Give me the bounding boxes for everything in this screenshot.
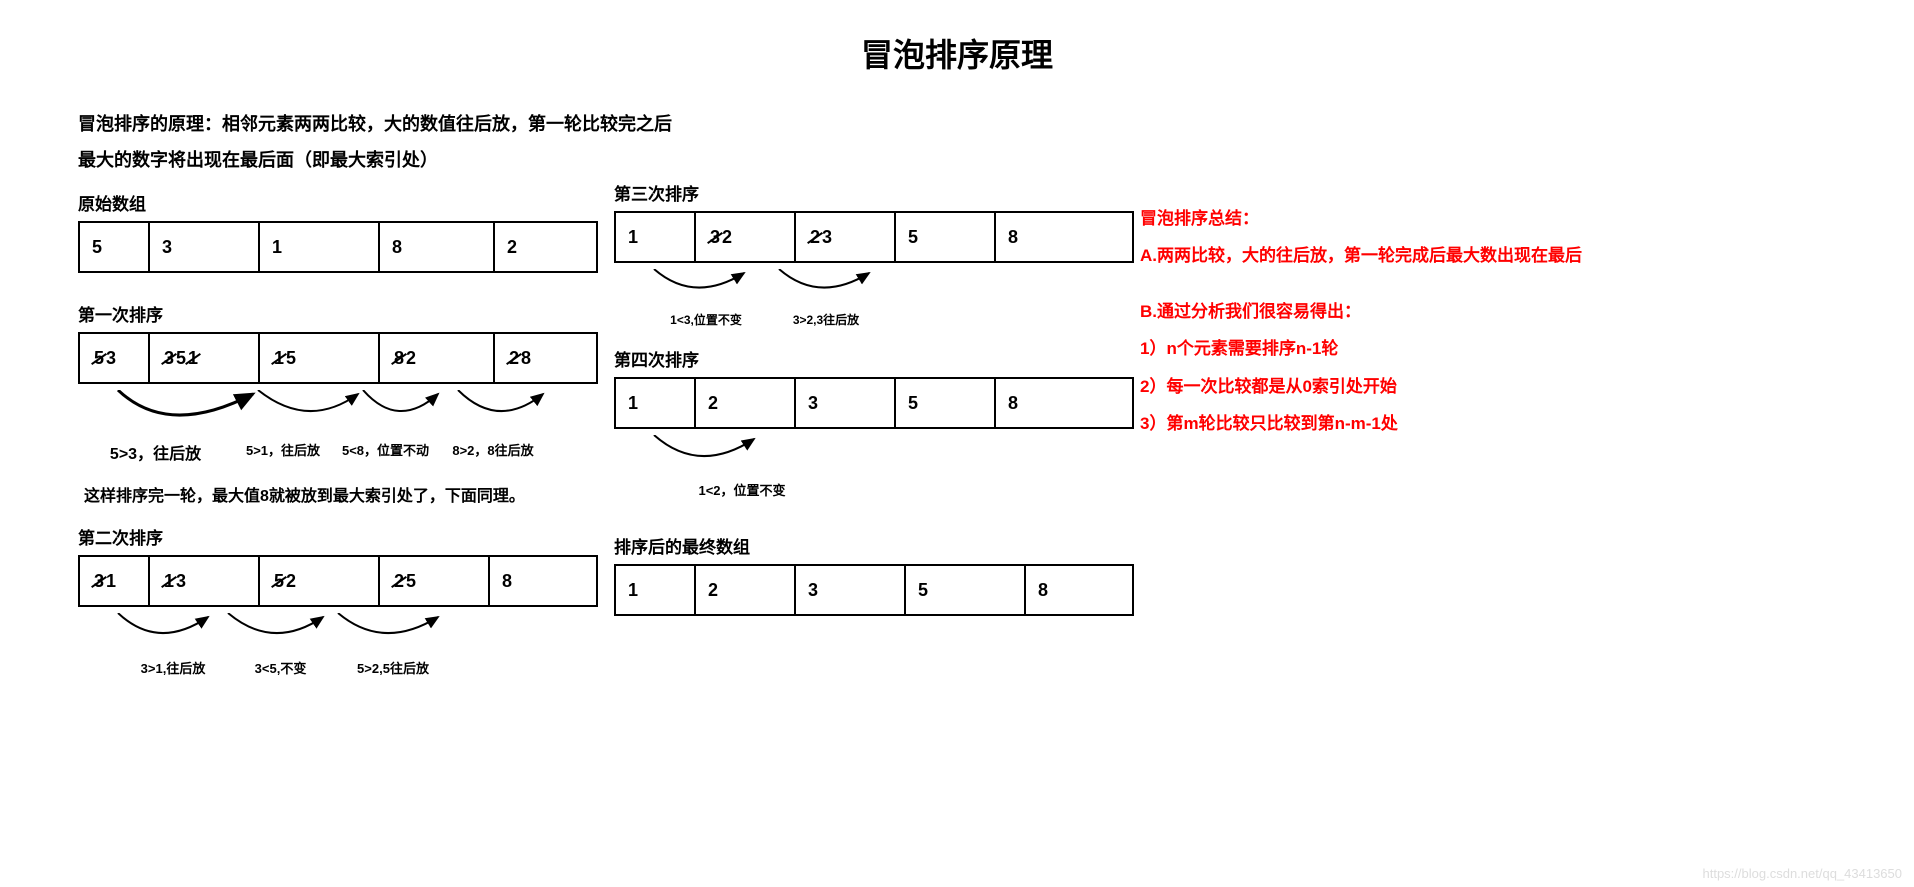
principle-block: 冒泡排序的原理：相邻元素两两比较，大的数值往后放，第一轮比较完之后 最大的数字将… <box>78 106 1914 178</box>
array-cell: 2 <box>495 223 560 271</box>
p2-lbl-0: 3>1,往后放 <box>118 658 228 677</box>
array-cell: 5 <box>896 213 996 261</box>
p1-lbl-0: 5>3，往后放 <box>78 440 233 464</box>
label-pass2: 第二次排序 <box>78 524 598 549</box>
array-cell: 3 5 1 <box>150 334 260 382</box>
principle-line2: 最大的数字将出现在最后面（即最大索引处） <box>78 142 1914 178</box>
array-cell: 5 <box>906 566 1026 614</box>
array-cell: 3 <box>796 566 906 614</box>
array-cell: 8 <box>490 557 560 605</box>
summary-block: 冒泡排序总结： A.两两比较，大的往后放，第一轮完成后最大数出现在最后 B.通过… <box>1140 200 1600 442</box>
array-final: 12358 <box>614 564 1134 616</box>
array-cell: 3 <box>150 223 260 271</box>
array-cell: 3 2 <box>696 213 796 261</box>
summary-heading: 冒泡排序总结： <box>1140 200 1600 237</box>
array-cell: 1 3 <box>150 557 260 605</box>
array-original: 53182 <box>78 221 598 273</box>
p2-lbl-1: 3<5,不变 <box>228 658 333 677</box>
label-pass4: 第四次排序 <box>614 346 1134 371</box>
array-cell: 5 3 <box>80 334 150 382</box>
label-original: 原始数组 <box>78 190 598 215</box>
pass2-arrow-labels: 3>1,往后放 3<5,不变 5>2,5往后放 <box>78 658 598 677</box>
array-cell: 8 <box>996 213 1096 261</box>
array-cell: 8 <box>996 379 1096 427</box>
p3-lbl-1: 3>2,3往后放 <box>766 311 886 328</box>
array-cell: 8 <box>380 223 495 271</box>
summary-b-head: B.通过分析我们很容易得出： <box>1140 293 1600 330</box>
array-pass3: 13 22 358 <box>614 211 1134 263</box>
array-cell: 8 <box>1026 566 1106 614</box>
p4-lbl: 1<2，位置不变 <box>662 480 822 499</box>
p1-lbl-2: 5<8，位置不动 <box>333 440 438 464</box>
array-cell: 5 <box>80 223 150 271</box>
summary-b3: 3）第m轮比较只比较到第n-m-1处 <box>1140 405 1600 442</box>
array-pass1: 5 33 5 11 58 22 8 <box>78 332 598 384</box>
array-cell: 3 1 <box>80 557 150 605</box>
label-final: 排序后的最终数组 <box>614 533 1134 558</box>
pass3-arrows <box>614 269 1094 311</box>
column-left: 原始数组 53182 第一次排序 5 33 5 11 58 22 8 5>3，往… <box>78 190 598 677</box>
array-cell: 2 <box>696 379 796 427</box>
column-mid: 第三次排序 13 22 358 1<3,位置不变 3>2,3往后放 第四次排序 … <box>614 180 1134 622</box>
between-note: 这样排序完一轮，最大值8就被放到最大索引处了，下面同理。 <box>84 482 598 506</box>
array-cell: 5 <box>896 379 996 427</box>
array-cell: 1 <box>616 379 696 427</box>
summary-b1: 1）n个元素需要排序n-1轮 <box>1140 330 1600 367</box>
array-cell: 5 2 <box>260 557 380 605</box>
array-cell: 2 8 <box>495 334 560 382</box>
p3-lbl-0: 1<3,位置不变 <box>646 311 766 328</box>
array-cell: 2 <box>696 566 796 614</box>
pass1-arrows <box>78 390 558 440</box>
array-pass4: 12358 <box>614 377 1134 429</box>
array-cell: 1 5 <box>260 334 380 382</box>
p1-lbl-1: 5>1，往后放 <box>233 440 333 464</box>
p2-lbl-2: 5>2,5往后放 <box>333 658 453 677</box>
pass1-arrow-labels: 5>3，往后放 5>1，往后放 5<8，位置不动 8>2，8往后放 <box>78 440 598 464</box>
summary-a: A.两两比较，大的往后放，第一轮完成后最大数出现在最后 <box>1140 237 1600 274</box>
array-cell: 2 5 <box>380 557 490 605</box>
label-pass3: 第三次排序 <box>614 180 1134 205</box>
watermark: https://blog.csdn.net/qq_43413650 <box>1703 866 1903 881</box>
page-title: 冒泡排序原理 <box>0 30 1914 76</box>
array-cell: 1 <box>616 566 696 614</box>
pass2-arrows <box>78 613 558 658</box>
pass3-arrow-labels: 1<3,位置不变 3>2,3往后放 <box>614 311 1134 328</box>
summary-b2: 2）每一次比较都是从0索引处开始 <box>1140 368 1600 405</box>
array-cell: 2 3 <box>796 213 896 261</box>
p1-lbl-3: 8>2，8往后放 <box>438 440 548 464</box>
array-cell: 8 2 <box>380 334 495 382</box>
array-cell: 3 <box>796 379 896 427</box>
array-cell: 1 <box>260 223 380 271</box>
label-pass1: 第一次排序 <box>78 301 598 326</box>
pass4-arrow-labels: 1<2，位置不变 <box>614 480 1134 499</box>
principle-line1: 冒泡排序的原理：相邻元素两两比较，大的数值往后放，第一轮比较完之后 <box>78 106 1914 142</box>
array-cell: 1 <box>616 213 696 261</box>
pass4-arrows <box>614 435 1094 480</box>
array-pass2: 3 11 35 22 58 <box>78 555 598 607</box>
